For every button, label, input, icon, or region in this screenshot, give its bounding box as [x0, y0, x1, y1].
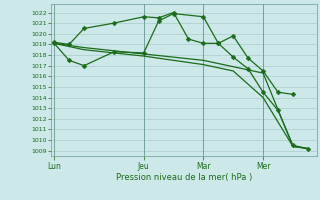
X-axis label: Pression niveau de la mer( hPa ): Pression niveau de la mer( hPa ) — [116, 173, 252, 182]
